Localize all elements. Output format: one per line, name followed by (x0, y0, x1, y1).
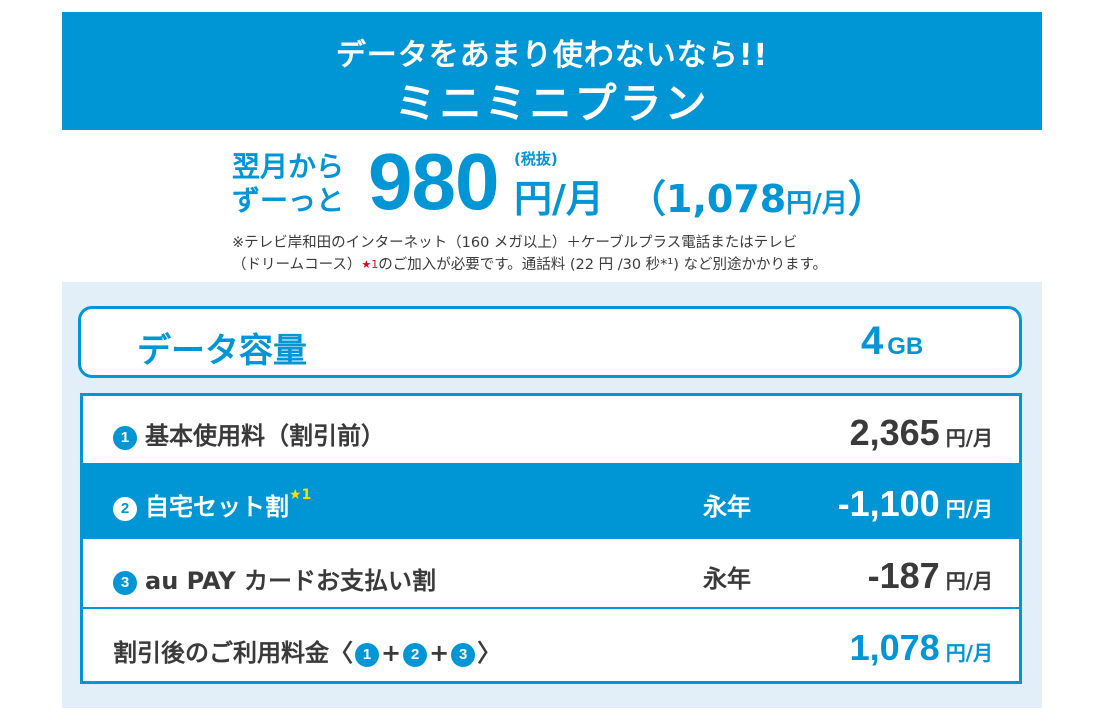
number-3-icon: 3 (113, 571, 137, 595)
fee-row-total: 割引後のご利用料金〈 1 +2 +3 〉 1,078 円/月 (83, 609, 1019, 681)
capacity-value: 4 GB (861, 319, 923, 364)
fee-amount-value: -1,100 (837, 483, 940, 524)
fee-row-home-set-discount: 2 自宅セット割★1 永年 -1,100 円/月 (83, 465, 1019, 539)
note-line2-b: のご加入が必要です。通話料 (22 円 /30 秒*¹) など別途かかります。 (378, 257, 828, 273)
fee-label: 2 自宅セット割★1 (113, 487, 311, 522)
fee-period: 永年 (703, 565, 751, 593)
plan-title: ミニミニプラン (394, 79, 710, 128)
number-3-icon: 3 (451, 643, 476, 667)
total-amount-value: 1,078 (849, 627, 940, 668)
number-2-icon: 2 (403, 643, 428, 667)
number-1-icon: 1 (355, 643, 379, 667)
note-line2-a: （ドリームコース） (232, 257, 362, 273)
total-amount-unit: 円/月 (945, 641, 993, 665)
fee-label-text: 自宅セット割 (145, 493, 289, 521)
fee-amount-unit: 円/月 (945, 497, 993, 521)
price-lead: 翌月から ずーっと (232, 150, 344, 218)
price-lead-line1: 翌月から (232, 150, 345, 183)
price-unit: 円/月 (514, 177, 604, 221)
banner-subtitle: データをあまり使わないなら!! (335, 38, 769, 73)
monthly-price: 980 (368, 137, 499, 226)
fee-amount: 2,365 円/月 (850, 412, 993, 454)
plan-banner: データをあまり使わないなら!! ミニミニプラン (62, 12, 1042, 130)
fee-period: 永年 (703, 493, 751, 521)
fee-label: 1 基本使用料（割引前） (113, 416, 385, 451)
capacity-number: 4 (861, 319, 884, 363)
total-label-text: 割引後のご利用料金〈 (113, 639, 353, 667)
total-amount: 1,078 円/月 (850, 627, 993, 669)
fee-row-au-pay-discount: 3 au PAY カードお支払い割 永年 -187 円/月 (83, 539, 1019, 609)
price-tax-included: （1,078円/月） (628, 168, 886, 223)
total-label: 割引後のご利用料金〈 1 +2 +3 〉 (113, 633, 501, 668)
fee-row-base: 1 基本使用料（割引前） 2,365 円/月 (83, 396, 1019, 465)
plus-sign: + (381, 639, 402, 667)
note-line1: ※テレビ岸和田のインターネット（160 メガ以上）＋ケーブルプラス電話またはテレ… (232, 235, 798, 251)
fee-amount-unit: 円/月 (945, 426, 993, 450)
fee-amount-unit: 円/月 (945, 569, 993, 593)
tax-note: (税抜) (514, 150, 558, 168)
number-1-icon: 1 (113, 426, 137, 450)
price-block: 翌月から ずーっと 980 (税抜) 円/月 （1,078円/月） (0, 137, 1100, 226)
star-mark: ★1 (289, 487, 312, 503)
price-lead-line2: ずーっと (232, 184, 345, 217)
star-mark: ★1 (361, 258, 379, 271)
fee-label: 3 au PAY カードお支払い割 (113, 561, 436, 596)
capacity-unit: GB (887, 333, 924, 360)
total-label-close: 〉 (477, 639, 502, 667)
fee-amount-value: -187 (867, 555, 940, 596)
incl-amount: 1,078 (666, 177, 787, 221)
capacity-label: データ容量 (137, 331, 307, 371)
plus-sign: + (429, 639, 450, 667)
fee-amount: -1,100 円/月 (838, 483, 993, 525)
conditions-note: ※テレビ岸和田のインターネット（160 メガ以上）＋ケーブルプラス電話またはテレ… (232, 232, 892, 276)
fee-amount-value: 2,365 (849, 412, 940, 453)
incl-close: ） (847, 177, 886, 221)
data-capacity-box: データ容量 4 GB (78, 306, 1022, 378)
fee-label-text: au PAY カードお支払い割 (145, 567, 437, 595)
incl-unit: 円/月 (786, 189, 848, 219)
fee-amount: -187 円/月 (868, 555, 993, 597)
note-line2: （ドリームコース）★1のご加入が必要です。通話料 (22 円 /30 秒*¹) … (232, 254, 892, 276)
incl-open: （ (628, 177, 667, 221)
fee-table: 1 基本使用料（割引前） 2,365 円/月 2 自宅セット割★1 永年 -1,100… (80, 393, 1022, 684)
number-2-icon: 2 (113, 497, 137, 521)
fee-label-text: 基本使用料（割引前） (145, 422, 385, 450)
